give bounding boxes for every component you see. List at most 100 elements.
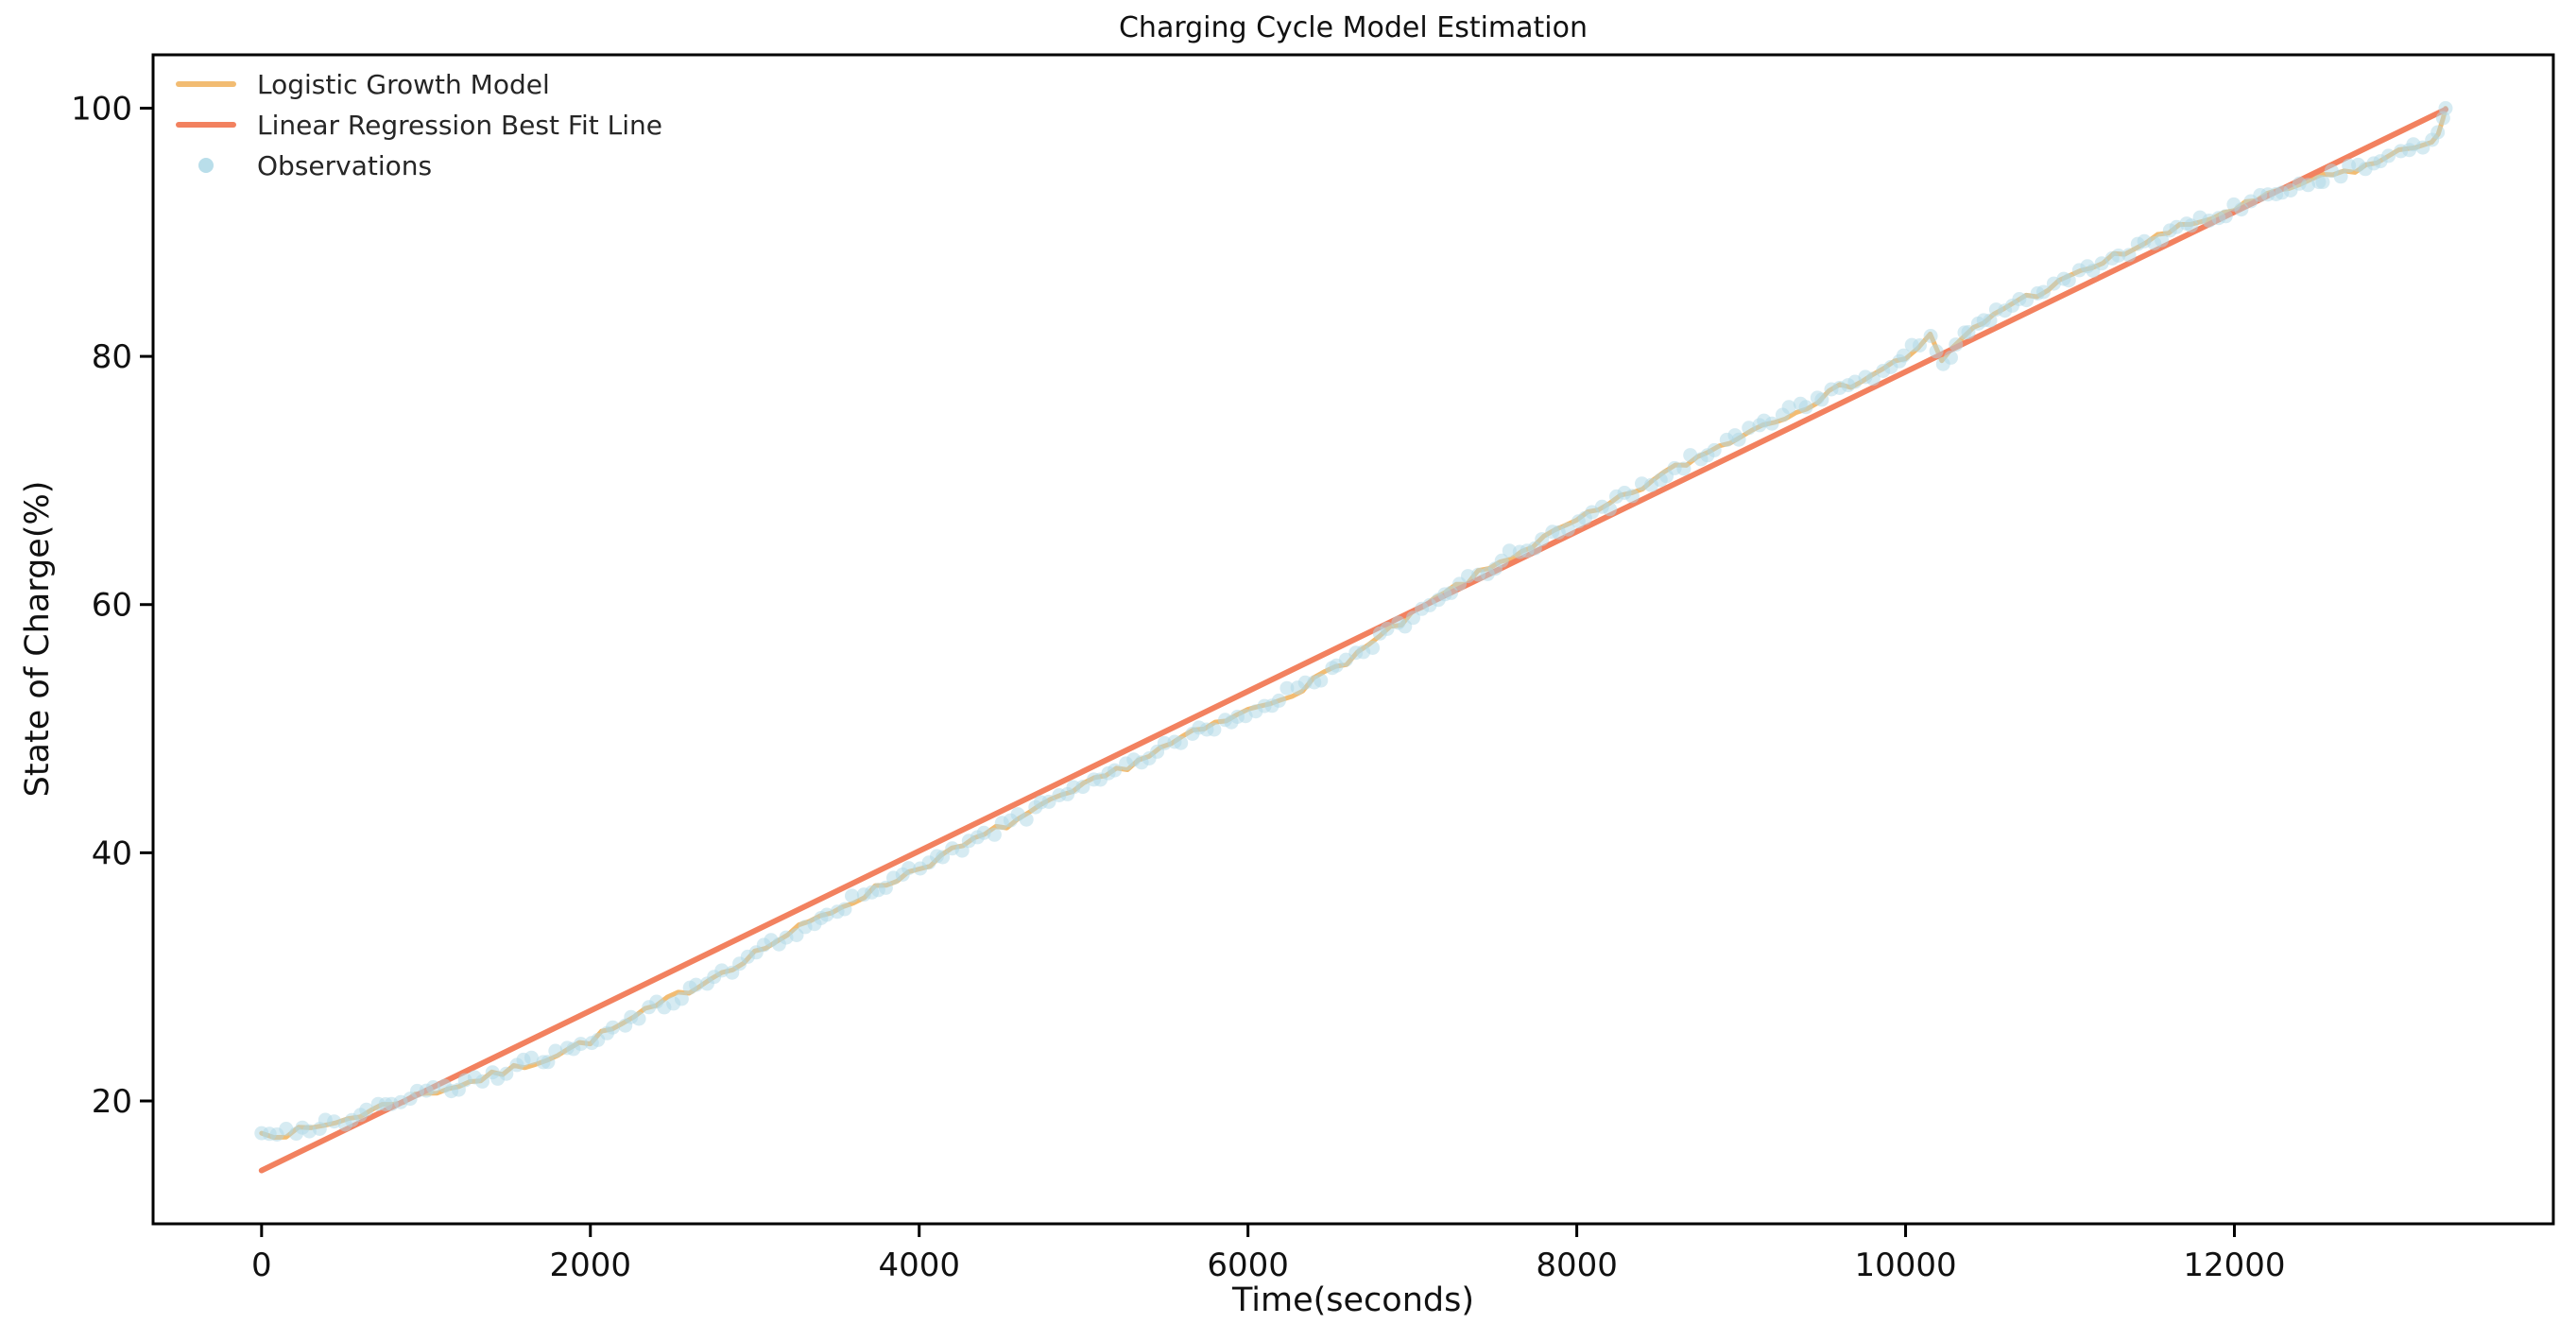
x-tick-label: 12000 <box>2183 1246 2285 1284</box>
y-axis-label: State of Charge(%) <box>19 480 57 798</box>
observation-dot <box>426 1080 440 1094</box>
observation-dot <box>1949 337 1964 352</box>
observation-dot <box>499 1066 514 1081</box>
x-tick-label: 4000 <box>878 1246 960 1284</box>
observation-dot <box>2430 125 2446 140</box>
observation-dot <box>1041 794 1056 809</box>
observation-dot <box>2111 249 2126 263</box>
observation-dot <box>327 1114 342 1129</box>
observation-dot <box>1603 502 1618 517</box>
observation-dot <box>2155 232 2170 248</box>
observation-dot <box>1338 652 1353 667</box>
observation-dot <box>1502 543 1517 559</box>
observation-dot <box>1676 461 1692 476</box>
chart-title: Charging Cycle Model Estimation <box>1118 11 1588 44</box>
observation-dot <box>1865 371 1880 387</box>
observation-dot <box>541 1055 556 1070</box>
observation-dot <box>524 1050 539 1065</box>
observation-dot <box>574 1037 589 1052</box>
observation-dot <box>606 1020 620 1035</box>
legend-item-linear-regression: Linear Regression Best Fit Line <box>176 109 662 141</box>
observation-dot <box>1961 325 1976 339</box>
legend-line-swatch-regression <box>176 122 236 128</box>
observation-dot <box>1764 416 1779 431</box>
observation-dot <box>689 977 704 992</box>
observation-dot <box>2218 209 2233 224</box>
y-tick-label: 20 <box>92 1083 132 1121</box>
legend-label: Linear Regression Best Fit Line <box>257 109 662 141</box>
observation-dot <box>1913 338 1927 352</box>
observation-dot <box>631 1011 646 1026</box>
observation-dot <box>2121 248 2137 263</box>
observation-dot <box>1406 610 1420 626</box>
x-tick-label: 0 <box>251 1246 272 1284</box>
observation-dot <box>2094 256 2109 271</box>
observation-dot <box>878 880 893 895</box>
observation-dot <box>2301 178 2315 193</box>
x-tick-label: 2000 <box>550 1246 632 1284</box>
observation-dot <box>1560 522 1575 537</box>
legend-marker-observations <box>198 158 214 173</box>
observation-dot <box>2315 175 2330 190</box>
legend-item-observations: Observations <box>176 149 662 181</box>
observation-dot <box>2381 148 2396 163</box>
observation-dot <box>1494 553 1509 568</box>
observation-dot <box>1929 344 1944 359</box>
observation-dot <box>1983 313 1998 328</box>
observation-dot <box>1731 432 1746 447</box>
observation-dot <box>2036 284 2051 300</box>
y-tick-label: 100 <box>71 90 132 128</box>
observations-scatter <box>254 101 2453 1142</box>
legend-item-logistic-model: Logistic Growth Model <box>176 68 662 100</box>
legend: Logistic Growth Model Linear Regression … <box>176 68 662 181</box>
observation-dot <box>1944 350 1958 365</box>
observation-dot <box>2438 101 2453 115</box>
observation-dot <box>2333 169 2348 184</box>
observation-dot <box>1814 392 1829 407</box>
observation-dot <box>2019 293 2035 308</box>
observation-dot <box>2061 273 2076 288</box>
observation-dot <box>1365 641 1381 655</box>
observation-dot <box>1742 421 1757 436</box>
x-axis-label: Time(seconds) <box>1231 1281 1475 1319</box>
observation-dot <box>1707 442 1722 457</box>
observation-dot <box>902 861 917 876</box>
observation-dot <box>1075 780 1091 795</box>
x-tick-label: 10000 <box>1854 1246 1956 1284</box>
observation-dot <box>1174 735 1189 750</box>
observation-dot <box>1798 400 1813 415</box>
observation-dot <box>1314 673 1329 688</box>
legend-line-swatch-logistic <box>176 81 236 87</box>
observation-dot <box>936 850 951 865</box>
observation-dot <box>1683 448 1698 463</box>
observation-dot <box>2234 202 2249 217</box>
observation-dot <box>1444 585 1458 600</box>
observation-dot <box>987 827 1002 842</box>
observation-dot <box>1781 400 1796 415</box>
observation-dot <box>1019 812 1034 827</box>
observation-dot <box>837 902 852 917</box>
observation-dot <box>1896 348 1911 363</box>
x-tick-label: 8000 <box>1536 1246 1618 1284</box>
observation-dot <box>845 888 859 903</box>
observation-dot <box>475 1074 489 1089</box>
observation-dot <box>548 1043 563 1058</box>
observation-dot <box>1624 489 1640 504</box>
observation-dot <box>1535 532 1550 547</box>
observation-dot <box>1923 329 1938 343</box>
observation-dot <box>1207 722 1222 737</box>
observation-dot <box>674 991 689 1006</box>
observation-dot <box>1461 569 1475 584</box>
y-tick-label: 80 <box>92 338 132 376</box>
observation-dot <box>1271 693 1286 708</box>
x-tick-label: 6000 <box>1207 1246 1289 1284</box>
observation-dot <box>976 825 991 840</box>
observation-dot <box>1279 680 1295 696</box>
observation-dot <box>359 1102 374 1117</box>
linear-regression-line <box>258 106 2449 1174</box>
observation-dot <box>1108 763 1123 778</box>
y-tick-label: 40 <box>92 834 132 872</box>
y-tick-label: 60 <box>92 587 132 625</box>
